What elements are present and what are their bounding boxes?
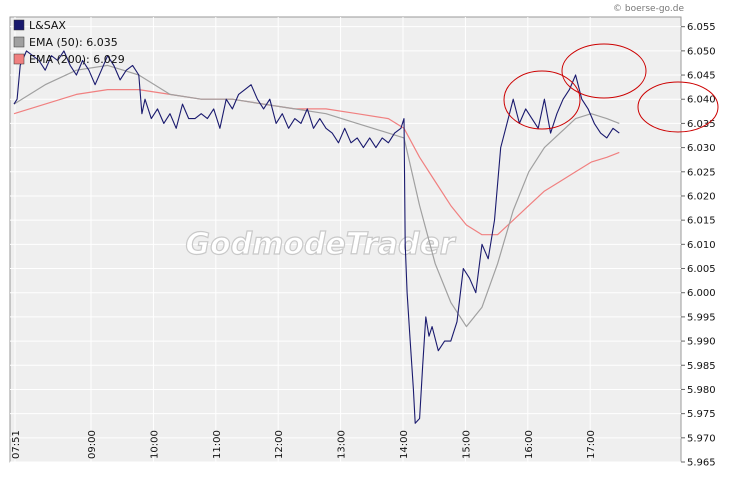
x-tick-label: 17:00	[586, 430, 597, 459]
legend-label: EMA (50): 6.035	[29, 36, 118, 49]
x-tick: 16:00	[524, 430, 535, 459]
x-tick: 07:51	[11, 430, 22, 459]
legend-label: EMA (200): 6.029	[29, 53, 125, 66]
highlight-circle-3	[637, 81, 719, 133]
x-tick-label: 10:00	[149, 430, 160, 459]
x-tick: 12:00	[274, 430, 285, 459]
y-tick-label: 5.990	[687, 337, 716, 348]
legend-item-lsax: L&SAX	[13, 19, 66, 32]
x-tick-label: 13:00	[337, 430, 348, 459]
highlight-circle-2	[561, 43, 647, 99]
series-line-ema50	[13, 64, 620, 328]
legend-item-ema200: EMA (200): 6.029	[13, 53, 125, 66]
x-tick: 17:00	[586, 430, 597, 459]
x-tick-label: 16:00	[524, 430, 535, 459]
x-tick-label: 15:00	[461, 430, 472, 459]
y-tick-label: 6.020	[687, 191, 716, 202]
legend: L&SAX EMA (50): 6.035 EMA (200): 6.029	[13, 19, 125, 66]
y-tick-label: 6.055	[687, 22, 716, 33]
y-tick-label: 6.035	[687, 119, 716, 130]
y-tick-label: 6.045	[687, 71, 716, 82]
y-tick-label: 6.000	[687, 288, 716, 299]
y-tick-label: 6.005	[687, 264, 716, 275]
watermark-logo: GodmodeTrader	[185, 227, 456, 262]
y-tick-label: 5.970	[687, 433, 716, 444]
legend-swatch	[13, 19, 25, 31]
y-axis: 6.055 6.050 6.045 6.040 6.035 6.030 6.025 6.020…	[681, 22, 716, 469]
x-tick: 15:00	[461, 430, 472, 459]
x-tick: 10:00	[149, 430, 160, 459]
y-tick-label: 6.030	[687, 143, 716, 154]
y-tick-label: 6.015	[687, 216, 716, 227]
x-tick: 14:00	[399, 430, 410, 459]
highlight-circle-1	[503, 70, 581, 130]
y-tick-label: 6.040	[687, 95, 716, 106]
x-tick-label: 09:00	[87, 430, 98, 459]
series-line-ema200	[13, 89, 620, 236]
x-axis: 07:51 09:00 10:00 11:00 12:00 13:00 14:00 15:00…	[11, 430, 597, 459]
x-tick-label: 11:00	[212, 430, 223, 459]
x-tick-label: 12:00	[274, 430, 285, 459]
y-tick-label: 6.050	[687, 46, 716, 57]
series-layer	[13, 50, 620, 424]
y-tick-label: 5.980	[687, 385, 716, 396]
x-tick: 13:00	[337, 430, 348, 459]
highlight-circles	[503, 43, 719, 133]
y-tick-label: 5.965	[687, 458, 716, 469]
series-line-lsax	[13, 50, 620, 424]
plot-area	[9, 16, 682, 463]
y-tick-label: 5.995	[687, 312, 716, 323]
legend-item-ema50: EMA (50): 6.035	[13, 36, 118, 49]
y-tick-label: 6.010	[687, 240, 716, 251]
source-label: © boerse-go.de	[613, 4, 684, 14]
legend-swatch	[13, 36, 25, 48]
legend-swatch	[13, 53, 25, 65]
x-tick-label: 14:00	[399, 430, 410, 459]
x-tick-label: 07:51	[11, 430, 22, 459]
legend-label: L&SAX	[29, 19, 66, 32]
y-tick-label: 5.975	[687, 409, 716, 420]
x-tick: 09:00	[87, 430, 98, 459]
x-tick: 11:00	[212, 430, 223, 459]
y-tick-label: 5.985	[687, 361, 716, 372]
grid	[10, 17, 681, 463]
y-tick-label: 6.025	[687, 167, 716, 178]
